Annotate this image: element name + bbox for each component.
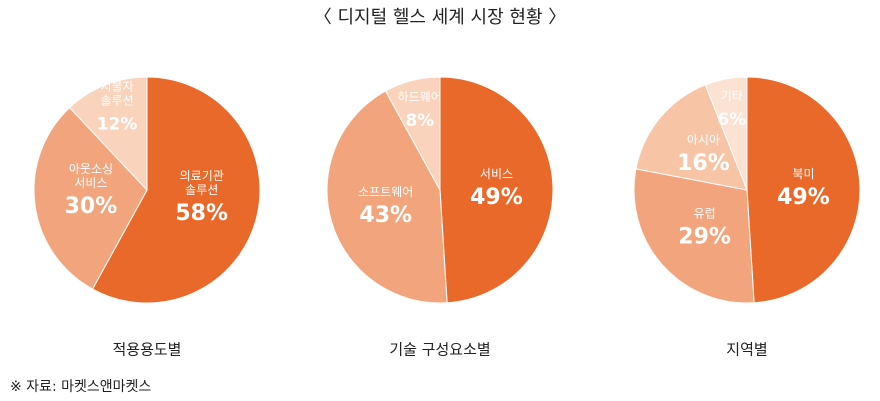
pie-slice — [633, 168, 755, 304]
slice-value: 16% — [677, 151, 730, 176]
slice-value: 30% — [65, 194, 118, 219]
slice-value: 8% — [405, 111, 434, 131]
slice-value: 29% — [678, 224, 731, 249]
slice-value: 49% — [777, 185, 830, 210]
pie-slice — [384, 76, 441, 191]
chart-title: 기술 구성요소별 — [389, 341, 490, 359]
pie-slice — [68, 76, 148, 192]
slice-value: 12% — [97, 114, 138, 134]
chart-title: 적용용도별 — [112, 341, 181, 359]
slice-value: 43% — [359, 203, 412, 228]
pie-slice — [326, 90, 448, 304]
slice-label: 하드웨어 — [398, 90, 442, 104]
slice-label: 기타 — [721, 89, 743, 103]
slice-value: 6% — [717, 110, 746, 130]
slice-label: 소프트웨어 — [358, 184, 413, 198]
slice-label: 북미 — [792, 167, 814, 181]
slice-value: 58% — [175, 201, 228, 226]
slice-label: 아웃소싱 서비스 — [69, 162, 113, 190]
slice-label: 의료기관 솔루션 — [180, 169, 224, 197]
pie-slice — [704, 76, 748, 191]
source-note: ※ 자료: 마켓스앤마켓스 — [10, 379, 151, 395]
slice-label: 유럽 — [694, 206, 716, 220]
page-title: 〈 디지털 헬스 세계 시장 현황 〉 — [314, 7, 567, 28]
slice-label: 서비스 — [480, 167, 513, 181]
slice-label: 아시아 — [687, 132, 720, 146]
slice-value: 49% — [470, 185, 523, 210]
pie-slice — [635, 84, 748, 191]
chart-title: 지역별 — [726, 341, 767, 359]
pie-slice — [91, 76, 261, 304]
pie-slice — [746, 76, 861, 304]
pie-slice — [439, 76, 554, 304]
pie-slice — [33, 106, 148, 290]
slice-label: 의료비 지불자 솔루션 — [100, 65, 133, 107]
